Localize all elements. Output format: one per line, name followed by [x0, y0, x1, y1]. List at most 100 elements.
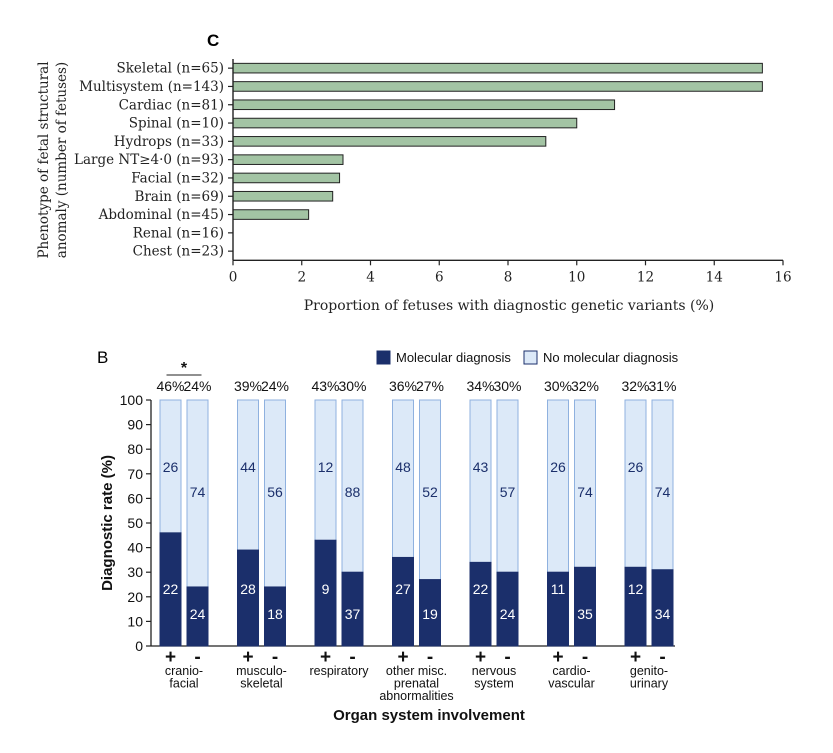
panel-c-bar: [232, 190, 334, 202]
panel-b-count-diagnosis: 9: [322, 581, 330, 597]
panel-b-ylabel: Diagnostic rate (%): [99, 455, 116, 591]
panel-b-percent-label: 30%: [544, 378, 572, 394]
panel-b-count-no-diagnosis: 48: [395, 459, 411, 475]
panel-b-y-tick-label: 100: [120, 392, 144, 408]
panel-b-labels: 46%2622+24%7424-cranio-facial*39%4428+24…: [156, 360, 676, 703]
panel-b-count-diagnosis: 34: [655, 606, 671, 622]
panel-c-bar: [232, 136, 547, 147]
panel-c-category-label: Large NT≥4·0 (n=93): [74, 152, 224, 168]
panel-b-percent-label: 27%: [416, 378, 444, 394]
panel-b-bar-diagnosis: [264, 586, 286, 647]
panel-b-count-diagnosis: 35: [577, 606, 593, 622]
panel-b-bar-diagnosis: [547, 571, 569, 647]
panel-b-y-tick-label: 60: [127, 490, 143, 506]
panel-b-count-diagnosis: 11: [551, 581, 566, 597]
panel-b-percent-label: 39%: [234, 378, 262, 394]
panel-b-sign-label: +: [320, 647, 331, 668]
panel-b-legend-label: No molecular diagnosis: [543, 350, 679, 365]
panel-c-bar: [232, 99, 616, 111]
panel-b-group-label: skeletal: [240, 677, 282, 691]
panel-b-group-label: respiratory: [309, 664, 369, 678]
panel-b-count-no-diagnosis: 44: [240, 459, 256, 475]
panel-b-bar-diagnosis: [237, 549, 259, 647]
panel-c-bar: [232, 172, 341, 184]
panel-b-percent-label: 36%: [389, 378, 417, 394]
panel-b-count-diagnosis: 37: [345, 606, 361, 622]
panel-b-group-label: abnormalities: [379, 689, 453, 703]
panel-b-sign-label: +: [242, 647, 253, 668]
panel-b-legend-label: Molecular diagnosis: [396, 350, 511, 365]
panel-b-y-tick-label: 10: [127, 613, 143, 629]
panel-b-bar-diagnosis: [419, 579, 441, 647]
panel-c-category-label: Cardiac (n=81): [119, 97, 224, 113]
panel-b-percent-label: 24%: [261, 378, 289, 394]
panel-b-count-diagnosis: 22: [473, 581, 489, 597]
panel-b-y-tick-label: 20: [127, 589, 143, 605]
panel-c-horizontal-bar-chart: C Phenotype of fetal structural anomaly …: [36, 31, 792, 314]
panel-b-group-label: urinary: [630, 677, 669, 691]
panel-b-group-label: system: [474, 677, 514, 691]
panel-b-sign-label: +: [552, 647, 563, 668]
panel-c-ylabel-line2: anomaly (number of fetuses): [54, 62, 70, 258]
panel-b-sign-label: -: [427, 647, 433, 668]
panel-c-category-label: Multisystem (n=143): [79, 79, 224, 95]
panel-b-count-no-diagnosis: 57: [500, 484, 516, 500]
panel-c-category-label: Abdominal (n=45): [98, 207, 224, 223]
panel-b-bar-diagnosis: [341, 571, 364, 647]
panel-b-count-no-diagnosis: 26: [550, 459, 566, 475]
panel-b-group-label: other misc.: [386, 664, 447, 678]
panel-b-bar-diagnosis: [624, 566, 647, 647]
panel-b-count-no-diagnosis: 74: [577, 484, 593, 500]
panel-b-bar-diagnosis: [314, 539, 337, 647]
panel-b-significance-star: *: [181, 360, 188, 377]
panel-c-label: C: [207, 31, 219, 50]
panel-c-x-tick-label: 0: [229, 269, 238, 285]
panel-b-count-diagnosis: 22: [163, 581, 179, 597]
panel-b-count-no-diagnosis: 26: [628, 459, 644, 475]
panel-b-sign-label: +: [397, 647, 408, 668]
panel-b-legend-swatch: [523, 350, 538, 365]
panel-b-bars: [159, 399, 674, 647]
panel-b-percent-label: 31%: [648, 378, 676, 394]
panel-b-y-tick-label: 70: [127, 466, 143, 482]
panel-c-category-label: Brain (n=69): [135, 189, 224, 205]
panel-b-bar-diagnosis: [392, 556, 414, 647]
panel-b-bar-diagnosis: [651, 569, 674, 647]
panel-b-sign-label: -: [272, 647, 278, 668]
panel-b-group-label: cranio-: [165, 664, 203, 678]
panel-b-y-tick-label: 0: [135, 638, 143, 654]
panel-c-x-tick-label: 8: [504, 269, 513, 285]
panel-b-count-no-diagnosis: 74: [655, 484, 671, 500]
panel-c-category-label: Spinal (n=10): [129, 116, 224, 132]
panel-b-count-diagnosis: 24: [500, 606, 516, 622]
panel-b-count-no-diagnosis: 56: [267, 484, 283, 500]
panel-b-group-label: facial: [169, 677, 198, 691]
panel-b-bar-diagnosis: [469, 561, 492, 647]
panel-c-category-labels: Skeletal (n=65) Multisystem (n=143) Cardia…: [74, 61, 224, 260]
panel-b-legend-swatch: [376, 350, 391, 365]
panel-b-count-diagnosis: 24: [190, 606, 206, 622]
panel-b-sign-label: +: [630, 647, 641, 668]
panel-c-x-tick-label: 6: [435, 269, 444, 285]
panel-b-legend: Molecular diagnosis No molecular diagnosi…: [376, 350, 679, 365]
panel-c-x-tick-label: 12: [637, 269, 654, 285]
panel-c-xlabel: Proportion of fetuses with diagnostic ge…: [304, 298, 714, 314]
panel-b-group-label: genito-: [630, 664, 668, 678]
panel-c-category-label: Facial (n=32): [131, 170, 224, 186]
panel-b-xlabel: Organ system involvement: [333, 707, 525, 724]
panel-c-bar: [232, 209, 310, 220]
panel-b-bar-diagnosis: [496, 571, 519, 647]
panel-b-count-no-diagnosis: 52: [422, 484, 438, 500]
panel-b-sign-label: -: [582, 647, 588, 668]
panel-b-bar-diagnosis: [159, 532, 182, 647]
panel-b-stacked-bar-chart: B Molecular diagnosis No molecular diagno…: [97, 348, 679, 724]
panel-b-percent-label: 43%: [311, 378, 339, 394]
panel-b-y-tick-label: 80: [127, 441, 143, 457]
panel-c-category-label: Chest (n=23): [133, 244, 224, 260]
panel-b-count-no-diagnosis: 88: [345, 484, 361, 500]
panel-c-bar: [232, 81, 763, 92]
panel-b-count-no-diagnosis: 12: [318, 459, 334, 475]
panel-b-sign-label: +: [475, 647, 486, 668]
